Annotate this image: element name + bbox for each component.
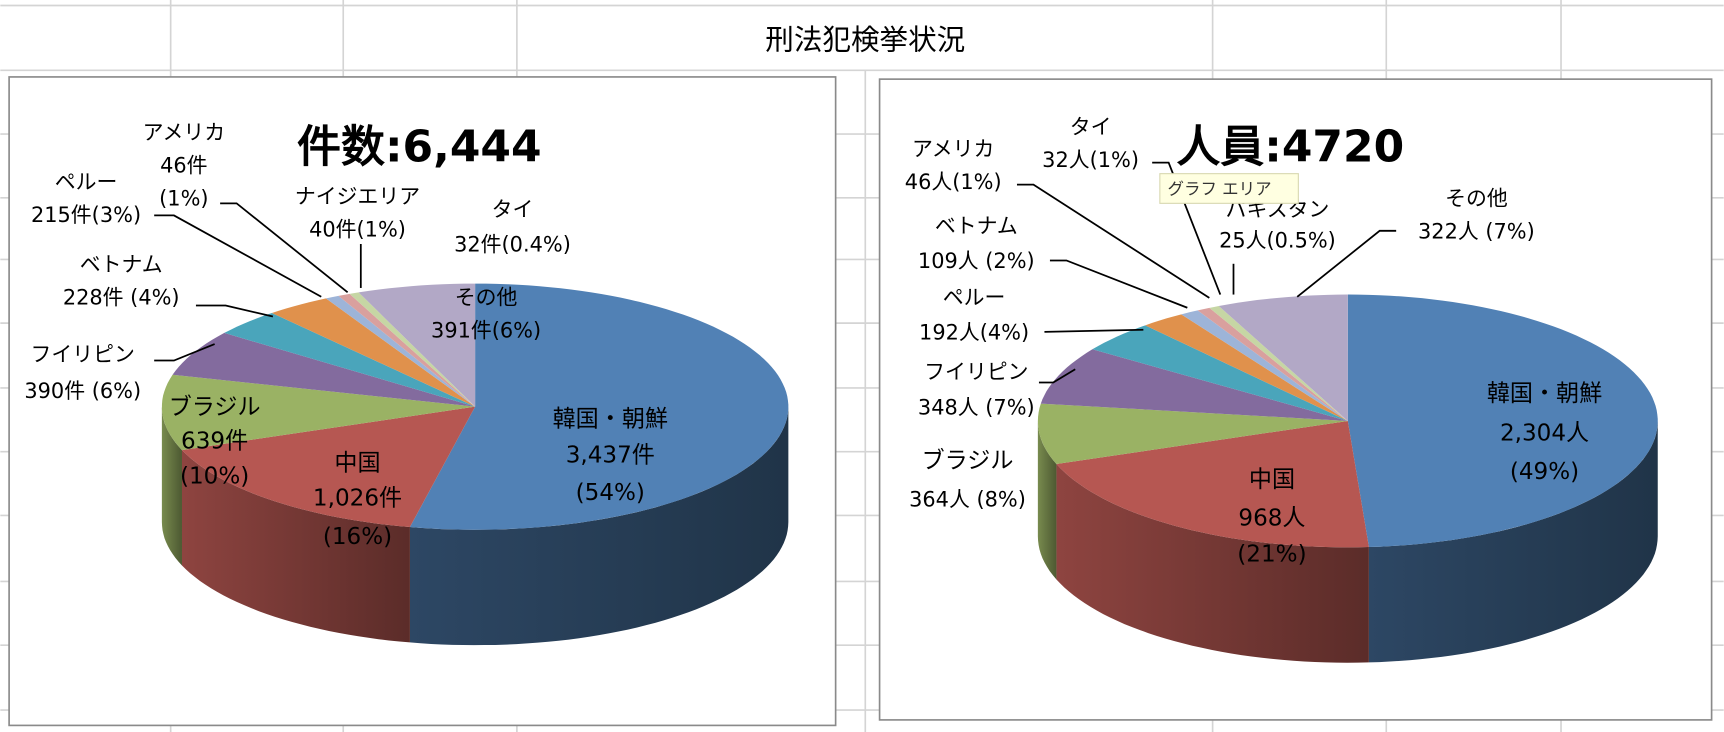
data-label: ブラジル xyxy=(922,448,1014,474)
pie-slice-side[interactable] xyxy=(161,406,182,566)
data-label: 25人(0.5%) xyxy=(1219,228,1336,252)
data-label: ペルー xyxy=(943,285,1006,309)
pie-slice-side[interactable] xyxy=(1368,420,1658,663)
data-label: 中国 xyxy=(1249,467,1295,493)
data-labels-cases: 韓国・朝鮮 3,437件 (54%) 中国 1,026件 (16%) ブラジル … xyxy=(24,121,668,550)
sheet-title: 刑法犯検挙状況 xyxy=(765,22,965,56)
data-label: 639件 xyxy=(181,428,248,454)
chart-persons[interactable]: 人員:4720 韓国・朝鮮 2,304人 (49%) 中国 968人 (21%)… xyxy=(878,78,1713,721)
pie-slice[interactable] xyxy=(1347,294,1658,548)
pie-cases[interactable] xyxy=(161,283,789,646)
data-label: 韓国・朝鮮 xyxy=(553,406,668,432)
data-label: フイリピン xyxy=(31,343,135,367)
data-label: ナイジエリア xyxy=(295,184,420,208)
tooltip-text: グラフ エリア xyxy=(1168,180,1272,199)
pie-slice-side[interactable] xyxy=(1056,464,1369,663)
data-label: 364人 (8%) xyxy=(909,488,1026,512)
pie-slice[interactable] xyxy=(1218,294,1348,421)
data-labels-persons: 韓国・朝鮮 2,304人 (49%) 中国 968人 (21%) ブラジル 36… xyxy=(905,115,1602,568)
data-label: ブラジル xyxy=(169,394,261,420)
data-label: タイ xyxy=(492,198,534,222)
pie-slice[interactable] xyxy=(349,292,476,407)
data-label: 215件(3%) xyxy=(31,203,141,227)
pie-slice-side[interactable] xyxy=(409,406,789,646)
leader-lines-persons xyxy=(1016,161,1397,384)
pie-slice[interactable] xyxy=(1037,403,1348,465)
data-label: 322人 (7%) xyxy=(1418,220,1535,244)
pie-slice[interactable] xyxy=(161,374,476,451)
pie-slice[interactable] xyxy=(358,283,476,407)
data-label: 228件 (4%) xyxy=(63,285,180,309)
pie-slice[interactable] xyxy=(1181,310,1348,421)
data-label: 46人(1%) xyxy=(905,170,1002,194)
data-label: アメリカ xyxy=(912,137,994,161)
data-label: 391件(6%) xyxy=(431,318,541,342)
data-label: ベトナム xyxy=(80,252,163,276)
data-label: (1%) xyxy=(159,187,208,211)
data-label: ペルー xyxy=(55,170,118,194)
pie-slice[interactable] xyxy=(224,313,476,407)
data-label: 3,437件 xyxy=(566,443,655,469)
pie-slice[interactable] xyxy=(1056,420,1369,548)
data-label: ベトナム xyxy=(935,214,1018,238)
data-label: (10%) xyxy=(180,464,249,490)
pie-slice[interactable] xyxy=(271,298,476,407)
data-label: 40件(1%) xyxy=(309,217,406,241)
pie-slice[interactable] xyxy=(409,283,789,530)
data-label: (54%) xyxy=(576,480,645,506)
data-label: 2,304人 xyxy=(1500,421,1589,447)
chart-cases[interactable]: 件数:6,444 韓国・朝鮮 3,437件 (54%) 中国 1,026件 (1… xyxy=(8,76,837,727)
pie-slice[interactable] xyxy=(1092,325,1348,421)
data-label: アメリカ xyxy=(143,121,225,145)
data-label: 109人 (2%) xyxy=(918,249,1035,273)
data-label: 968人 xyxy=(1238,505,1305,531)
data-label: 1,026件 xyxy=(313,486,402,512)
pie-slice[interactable] xyxy=(181,406,476,528)
pie-slice[interactable] xyxy=(325,295,476,407)
pie-slice[interactable] xyxy=(338,293,476,407)
data-label: (21%) xyxy=(1237,542,1306,568)
pie-slice[interactable] xyxy=(1145,314,1348,421)
data-label: 32人(1%) xyxy=(1042,148,1139,172)
data-label: 46件 xyxy=(160,154,207,178)
data-label: その他 xyxy=(1445,187,1508,211)
data-label: 390件 (6%) xyxy=(24,379,141,403)
leader-lines-cases xyxy=(154,202,362,362)
data-label: 192人(4%) xyxy=(919,321,1029,345)
chart-title-cases: 件数:6,444 xyxy=(297,122,542,173)
pie-slice[interactable] xyxy=(172,332,476,407)
pie-slice[interactable] xyxy=(1197,307,1348,421)
pie-slice-side[interactable] xyxy=(1037,420,1057,580)
pie-slice[interactable] xyxy=(1040,349,1348,421)
data-label: 韓国・朝鮮 xyxy=(1487,381,1602,407)
pie-persons[interactable] xyxy=(1037,294,1658,663)
data-label: 32件(0.4%) xyxy=(454,233,571,257)
data-label: 348人 (7%) xyxy=(918,395,1035,419)
pie-slice-side[interactable] xyxy=(181,450,410,643)
data-label: (16%) xyxy=(323,524,392,550)
data-label: (49%) xyxy=(1510,459,1579,485)
tooltip: グラフ エリア xyxy=(1159,173,1299,204)
data-label: タイ xyxy=(1070,115,1112,139)
data-label: フイリピン xyxy=(924,360,1028,384)
data-label: 中国 xyxy=(334,450,380,476)
pie-slice[interactable] xyxy=(1209,305,1348,421)
data-label: その他 xyxy=(455,285,518,309)
chart-title-persons: 人員:4720 xyxy=(1176,122,1404,173)
